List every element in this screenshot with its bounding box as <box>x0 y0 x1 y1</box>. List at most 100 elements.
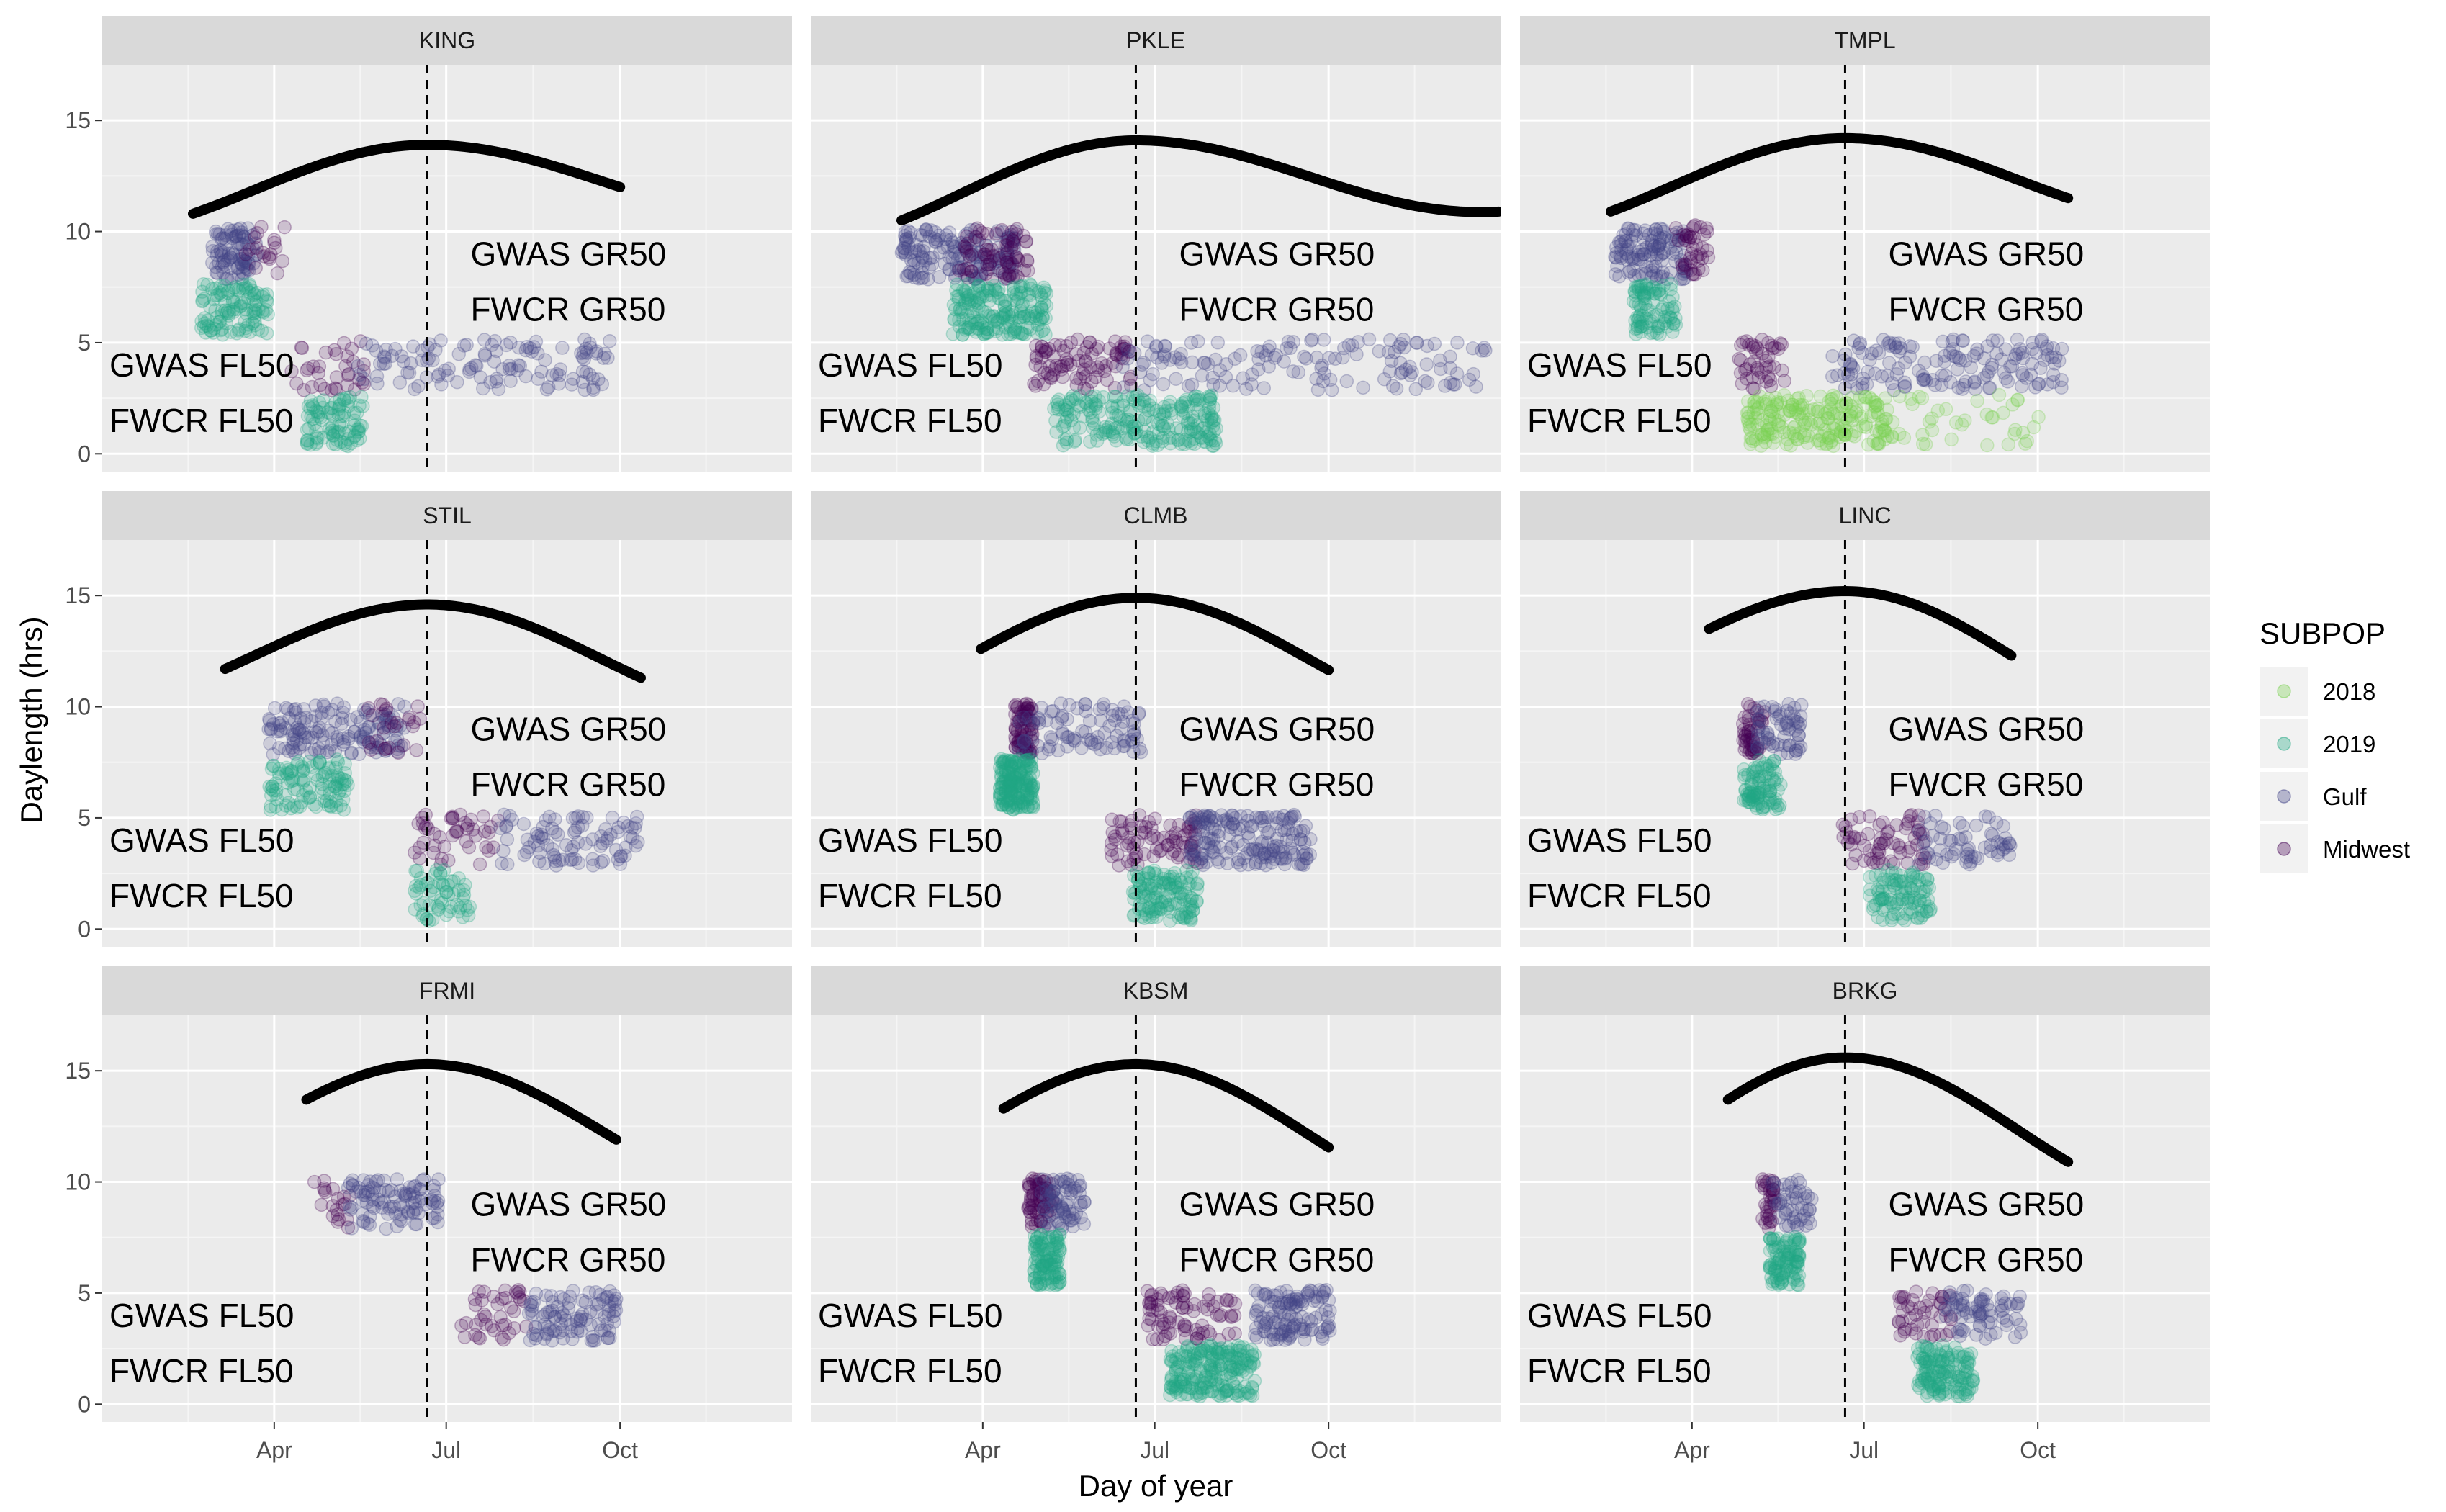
data-point-gulf <box>1665 232 1679 246</box>
data-point-gulf <box>282 744 296 758</box>
data-point-2019 <box>279 798 293 813</box>
data-point-gulf <box>1622 264 1637 279</box>
data-point-gulf <box>624 820 639 835</box>
data-point-2019 <box>1192 392 1207 408</box>
data-point-gulf <box>1107 741 1122 756</box>
data-point-gulf <box>1970 342 1984 357</box>
data-point-gulf <box>1856 371 1871 386</box>
data-point-gulf <box>1055 725 1069 739</box>
data-point-2019 <box>351 424 367 438</box>
data-point-gulf <box>1967 375 1982 390</box>
data-point-2019 <box>264 788 279 803</box>
data-point-midwest <box>972 223 987 238</box>
data-point-2019 <box>1035 310 1050 325</box>
data-point-gulf <box>529 334 544 349</box>
data-point-gulf <box>1279 341 1294 356</box>
data-point-midwest <box>1082 335 1097 350</box>
data-point-2019 <box>310 435 324 449</box>
data-point-gulf <box>240 262 255 277</box>
data-point-gulf <box>527 834 541 849</box>
data-point-gulf <box>292 741 307 755</box>
data-point-midwest <box>1109 347 1123 362</box>
data-point-midwest <box>1221 1326 1236 1341</box>
data-point-2019 <box>1183 416 1198 431</box>
data-point-2018 <box>1958 413 1972 428</box>
data-point-2019 <box>1164 407 1179 421</box>
data-point-gulf <box>385 348 400 364</box>
data-point-2019 <box>1127 426 1142 441</box>
data-point-2019 <box>238 314 252 329</box>
data-point-gulf <box>235 265 250 280</box>
data-point-2019 <box>1097 420 1112 435</box>
data-point-2019 <box>1146 436 1161 451</box>
data-point-gulf <box>1676 266 1691 282</box>
data-point-2019 <box>1006 282 1021 297</box>
data-point-midwest <box>1117 339 1132 354</box>
data-point-midwest <box>1678 257 1692 271</box>
data-point-2019 <box>1169 421 1184 436</box>
data-point-2019 <box>1633 320 1648 334</box>
data-point-2019 <box>1175 396 1190 410</box>
data-point-midwest <box>1668 221 1683 235</box>
data-point-2018 <box>1792 400 1807 415</box>
data-point-2018 <box>1757 426 1771 441</box>
data-point-midwest <box>270 266 285 281</box>
data-point-gulf <box>1002 268 1017 283</box>
data-point-gulf <box>943 233 958 248</box>
data-point-midwest <box>1141 1318 1156 1333</box>
data-point-2019 <box>195 293 210 308</box>
data-point-gulf <box>289 705 303 720</box>
data-point-2019 <box>1083 405 1098 420</box>
data-point-gulf <box>1938 348 1952 364</box>
data-point-2019 <box>204 323 218 338</box>
data-point-gulf <box>1250 344 1264 359</box>
data-point-2019 <box>264 781 279 796</box>
data-point-gulf <box>278 741 292 756</box>
data-point-gulf <box>233 221 248 235</box>
data-point-2018 <box>1776 388 1791 402</box>
data-point-gulf <box>1655 269 1670 284</box>
data-point-2018 <box>1885 430 1899 444</box>
data-point-2018 <box>1830 406 1845 421</box>
data-point-2019 <box>323 421 337 436</box>
data-point-midwest <box>1742 338 1756 352</box>
data-point-2019 <box>1049 425 1064 439</box>
data-point-gulf <box>1208 352 1223 367</box>
data-point-gulf <box>213 243 228 258</box>
data-point-gulf <box>1799 1218 1814 1233</box>
data-point-2018 <box>1779 437 1794 451</box>
data-point-2019 <box>215 284 230 298</box>
data-point-midwest <box>1733 353 1748 368</box>
data-point-midwest <box>402 712 416 727</box>
data-point-midwest <box>1008 740 1023 755</box>
data-point-gulf <box>356 734 371 749</box>
data-point-2019 <box>987 278 1002 293</box>
data-point-gulf <box>289 733 305 747</box>
data-point-2019 <box>1015 279 1030 294</box>
data-point-midwest <box>1747 354 1762 369</box>
data-point-gulf <box>491 382 506 397</box>
data-point-gulf <box>205 256 220 270</box>
data-point-gulf <box>217 231 232 246</box>
data-point-gulf <box>901 224 916 238</box>
data-point-2019 <box>304 410 318 424</box>
data-point-gulf <box>1462 372 1477 387</box>
data-point-midwest <box>980 258 994 272</box>
data-point-midwest <box>391 745 405 760</box>
data-point-2019 <box>1037 296 1052 311</box>
data-point-2018 <box>1880 402 1894 417</box>
data-point-midwest <box>318 345 333 360</box>
data-point-midwest <box>300 363 314 378</box>
data-point-midwest <box>1020 254 1035 269</box>
data-point-2019 <box>1178 395 1192 410</box>
data-point-2019 <box>287 782 302 797</box>
data-point-2019 <box>996 307 1010 321</box>
annotation-label: FWCR GR50 <box>1179 291 1374 328</box>
data-point-midwest <box>1010 251 1025 266</box>
data-point-2019 <box>203 300 217 315</box>
data-point-2019 <box>340 432 355 446</box>
data-point-gulf <box>1752 721 1766 735</box>
data-point-gulf <box>1443 361 1457 375</box>
data-point-midwest <box>1073 372 1087 386</box>
data-point-gulf <box>1449 366 1465 381</box>
